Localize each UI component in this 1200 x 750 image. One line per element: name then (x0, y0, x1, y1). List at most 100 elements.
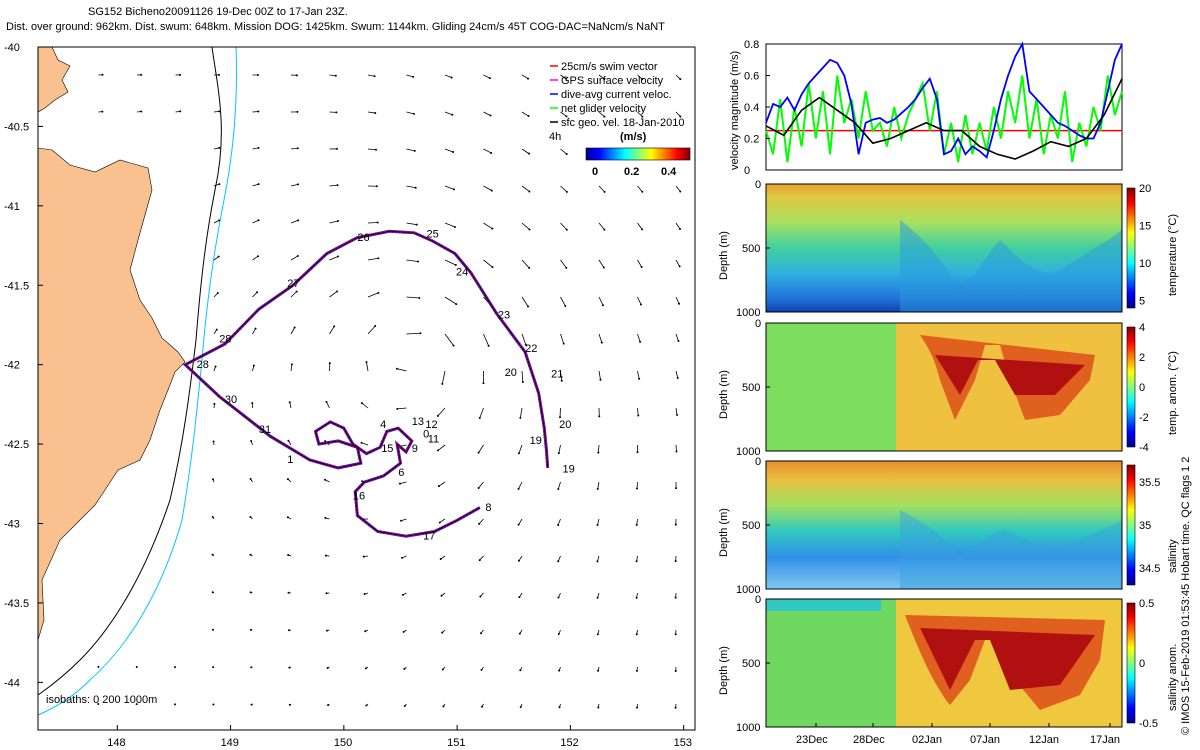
legend-gps: GPS surface velocity (561, 75, 664, 87)
current-vector-head (297, 219, 300, 222)
current-vector (290, 327, 295, 335)
current-vector-head (479, 595, 482, 598)
current-vector (637, 185, 643, 192)
current-vector-head (402, 630, 405, 633)
current-vector-head (490, 151, 493, 154)
current-vector-head (528, 190, 531, 193)
current-vector (637, 222, 643, 230)
current-vector-head (135, 703, 138, 706)
current-vector (290, 184, 299, 187)
current-vector-head (674, 523, 677, 526)
current-vector-head (678, 265, 681, 268)
map-y-tick-label: -40 (4, 42, 20, 54)
track-label: 17 (423, 530, 435, 542)
track-label: 6 (398, 467, 404, 479)
current-vector-head (287, 629, 290, 632)
current-vector (478, 481, 484, 489)
current-vector-head (678, 302, 681, 305)
current-vector-head (412, 75, 415, 78)
current-vector-head (290, 363, 293, 366)
current-vector-head (101, 73, 104, 76)
temperature-trough (900, 220, 1122, 312)
map-y-tick-label: -44 (4, 677, 20, 689)
current-vector-head (328, 362, 331, 365)
current-vector-head (528, 228, 531, 231)
current-vector-head (211, 515, 214, 518)
current-vector-head (135, 666, 138, 669)
colorbar-tick-0.4: 0.4 (661, 166, 677, 178)
map-y-tick-label: -41 (4, 201, 20, 213)
current-vector (521, 296, 529, 307)
current-vector-head (295, 74, 298, 77)
current-vector-head (374, 324, 377, 327)
depth-ylabel: Depth (m) (718, 231, 730, 280)
current-vector-head (212, 703, 215, 706)
depth-tick-label: 500 (742, 658, 760, 670)
map-x-tick-label: 153 (674, 737, 692, 749)
current-vector-head (218, 146, 221, 149)
current-vector-head (565, 115, 568, 118)
current-vector-head (518, 596, 521, 599)
current-vector-head (637, 414, 640, 417)
salinity-anomaly-surface (766, 599, 881, 611)
velocity-y-tick-label: 0.4 (744, 102, 759, 114)
current-vector-head (676, 377, 679, 380)
current-vector (252, 219, 259, 224)
salinity-field (766, 461, 1122, 589)
current-vector-head (324, 554, 327, 557)
current-vector (598, 185, 605, 193)
colorbar-label: salinity anom. (1167, 644, 1179, 711)
track-label: 1 (287, 454, 293, 466)
current-vector-head (565, 153, 568, 156)
section-colorbar (1126, 464, 1136, 586)
current-vector (406, 111, 415, 115)
map-x-tick-label: 149 (221, 737, 239, 749)
current-vector-head (677, 339, 680, 342)
current-vector-head (257, 183, 260, 186)
current-vector-head (478, 559, 481, 562)
track-label: 8 (485, 502, 491, 514)
colorbar-tick-label: -2 (1139, 412, 1149, 424)
track-label: 20 (505, 367, 517, 379)
figure-subtitle: Dist. over ground: 962km. Dist. swum: 64… (6, 21, 665, 33)
current-vector (637, 370, 640, 379)
temp-anomaly-left (766, 323, 896, 451)
current-vector-head (249, 477, 252, 480)
current-vector-head (257, 219, 260, 222)
current-vector (518, 518, 523, 525)
current-vector-head (453, 225, 456, 228)
current-vector-head (437, 485, 440, 488)
current-vector-head (598, 415, 601, 418)
current-vector (439, 518, 446, 523)
current-vector-head (377, 291, 380, 294)
current-vector-head (679, 78, 682, 81)
colorbar-tick-label: 0 (1139, 382, 1145, 394)
section-colorbar (1126, 187, 1136, 309)
section-colorbar (1126, 602, 1136, 724)
current-vector (518, 481, 523, 490)
current-vector-head (674, 669, 677, 672)
current-vector-head (635, 596, 638, 599)
current-vector-head (395, 367, 398, 370)
current-vector-head (287, 554, 290, 557)
colorbar-tick-label: 0.5 (1139, 598, 1154, 610)
current-vector-head (257, 255, 260, 258)
current-vector-head (214, 365, 217, 368)
current-vector-head (249, 628, 252, 631)
current-vector (598, 259, 605, 268)
current-vector (478, 444, 484, 453)
current-vector (560, 185, 568, 193)
current-vector (290, 364, 293, 372)
track-label: 12 (425, 419, 437, 431)
map-x-tick-label: 152 (560, 737, 578, 749)
colorbar-label: salinity (1167, 539, 1179, 573)
current-vector (406, 148, 415, 152)
colorbar-tick-label: 10 (1139, 258, 1151, 270)
current-vector (637, 111, 643, 117)
current-vector-head (403, 667, 406, 670)
track-label: 22 (525, 343, 537, 355)
track-label: 20 (559, 419, 571, 431)
map-legend: 25cm/s swim vector GPS surface velocity … (549, 61, 691, 178)
colorbar-tick-label: 2 (1139, 352, 1145, 364)
